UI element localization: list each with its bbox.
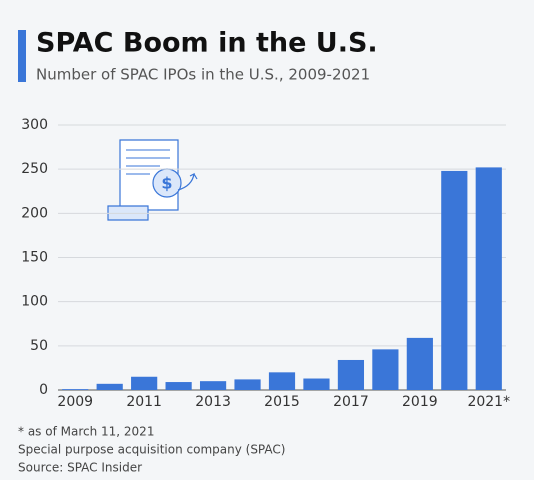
bar — [268, 372, 296, 390]
bar — [234, 379, 261, 390]
y-tick-label: 0 — [39, 382, 48, 398]
bar — [337, 359, 365, 390]
footnote: * as of March 11, 2021 — [18, 425, 154, 439]
x-tick-label: 2011 — [126, 394, 162, 410]
bar — [303, 378, 330, 390]
bar — [372, 349, 399, 390]
bar — [165, 382, 192, 390]
y-tick-label: 300 — [21, 117, 48, 133]
chart-title: SPAC Boom in the U.S. — [36, 28, 378, 59]
y-tick-label: 200 — [21, 205, 48, 221]
bar — [199, 381, 227, 390]
svg-text:$: $ — [161, 174, 172, 193]
x-tick-label: 2019 — [402, 394, 438, 410]
bar — [131, 376, 158, 390]
title-accent — [18, 30, 26, 82]
y-tick-label: 150 — [21, 250, 48, 266]
y-tick-label: 250 — [21, 161, 48, 177]
x-tick-label: 2013 — [195, 394, 231, 410]
bar — [475, 167, 502, 390]
bar — [62, 389, 89, 390]
x-tick-label: 2021* — [467, 394, 510, 410]
source: Source: SPAC Insider — [18, 461, 142, 475]
x-tick-label: 2015 — [264, 394, 300, 410]
bar — [96, 383, 123, 390]
x-tick-label: 2017 — [333, 394, 369, 410]
x-tick-label: 2009 — [57, 394, 93, 410]
bar — [406, 337, 433, 390]
bar — [441, 170, 468, 390]
note: Special purpose acquisition company (SPA… — [18, 443, 285, 457]
chart-subtitle: Number of SPAC IPOs in the U.S., 2009-20… — [36, 66, 370, 84]
y-tick-label: 100 — [21, 294, 48, 310]
y-tick-label: 50 — [30, 338, 48, 354]
